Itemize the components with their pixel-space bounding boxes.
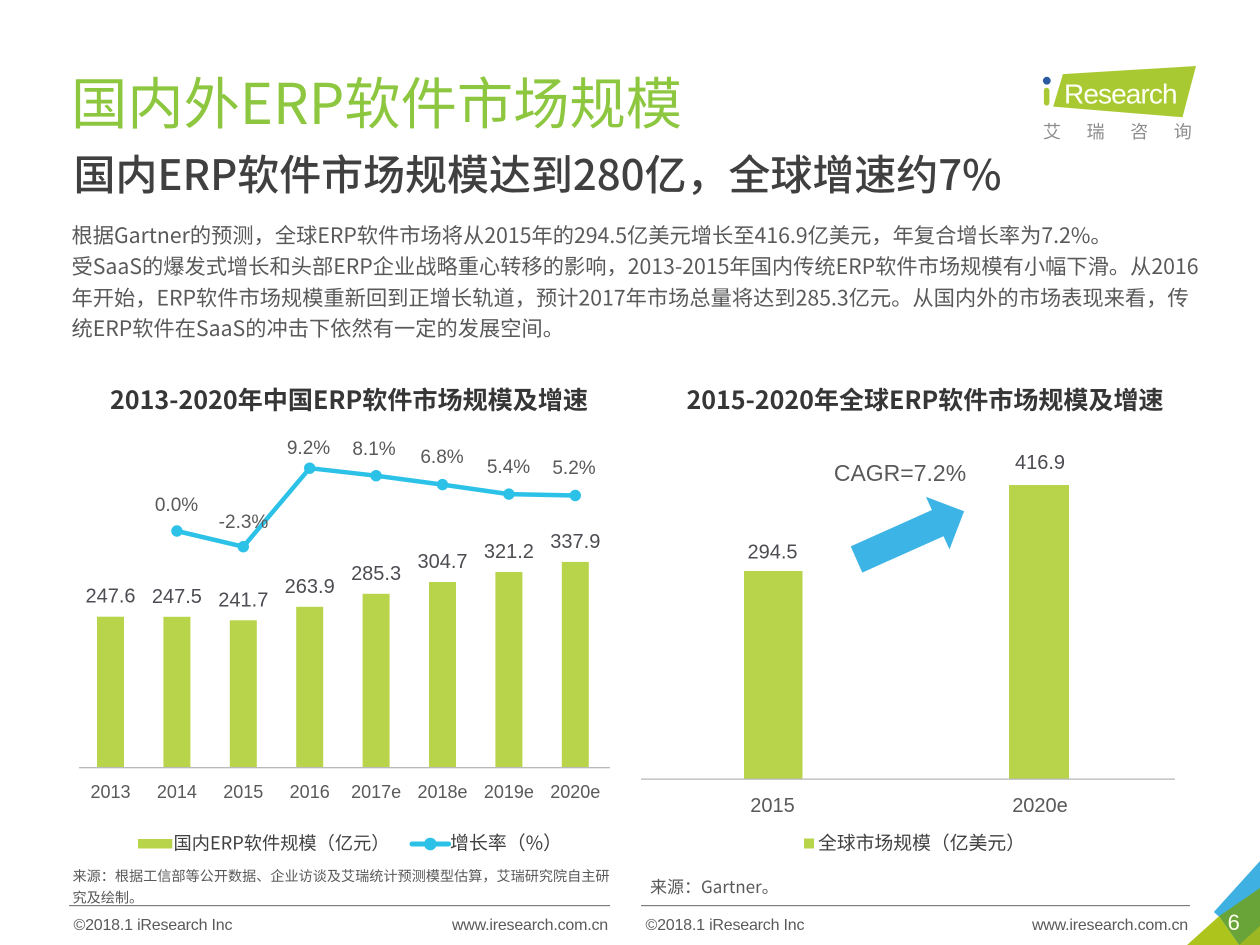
svg-text:263.9: 263.9: [285, 576, 335, 598]
svg-text:9.2%: 9.2%: [287, 438, 330, 459]
svg-text:241.7: 241.7: [218, 589, 268, 611]
svg-text:2015: 2015: [750, 795, 795, 817]
svg-text:©2018.1 iResearch Inc: ©2018.1 iResearch Inc: [646, 917, 805, 934]
svg-text:2017e: 2017e: [351, 782, 401, 802]
svg-text:©2018.1 iResearch Inc: ©2018.1 iResearch Inc: [74, 917, 233, 934]
svg-text:6.8%: 6.8%: [420, 447, 463, 468]
svg-text:2020e: 2020e: [550, 782, 600, 802]
svg-text:304.7: 304.7: [417, 551, 467, 573]
svg-text:8.1%: 8.1%: [352, 439, 395, 460]
svg-text:5.4%: 5.4%: [487, 457, 530, 478]
svg-text:6: 6: [1228, 910, 1240, 935]
svg-text:5.2%: 5.2%: [552, 458, 595, 479]
svg-text:2015: 2015: [223, 782, 263, 802]
svg-text:247.5: 247.5: [152, 586, 202, 608]
svg-text:294.5: 294.5: [747, 542, 797, 564]
svg-text:416.9: 416.9: [1015, 452, 1065, 474]
svg-text:CAGR=7.2%: CAGR=7.2%: [834, 460, 966, 486]
svg-text:Research: Research: [1064, 79, 1177, 110]
svg-text:2014: 2014: [157, 782, 197, 802]
svg-text:2018e: 2018e: [417, 782, 467, 802]
svg-text:www.iresearch.com.cn: www.iresearch.com.cn: [451, 917, 608, 934]
svg-text:2020e: 2020e: [1012, 795, 1068, 817]
svg-text:2013: 2013: [90, 782, 130, 802]
svg-text:www.iresearch.com.cn: www.iresearch.com.cn: [1031, 917, 1188, 934]
svg-text:0.0%: 0.0%: [155, 495, 198, 516]
svg-text:2019e: 2019e: [484, 782, 534, 802]
svg-text:321.2: 321.2: [484, 541, 534, 563]
svg-text:337.9: 337.9: [550, 531, 600, 553]
svg-text:285.3: 285.3: [351, 563, 401, 585]
svg-text:247.6: 247.6: [85, 586, 135, 608]
svg-text:2016: 2016: [290, 782, 330, 802]
svg-text:-2.3%: -2.3%: [219, 512, 269, 533]
